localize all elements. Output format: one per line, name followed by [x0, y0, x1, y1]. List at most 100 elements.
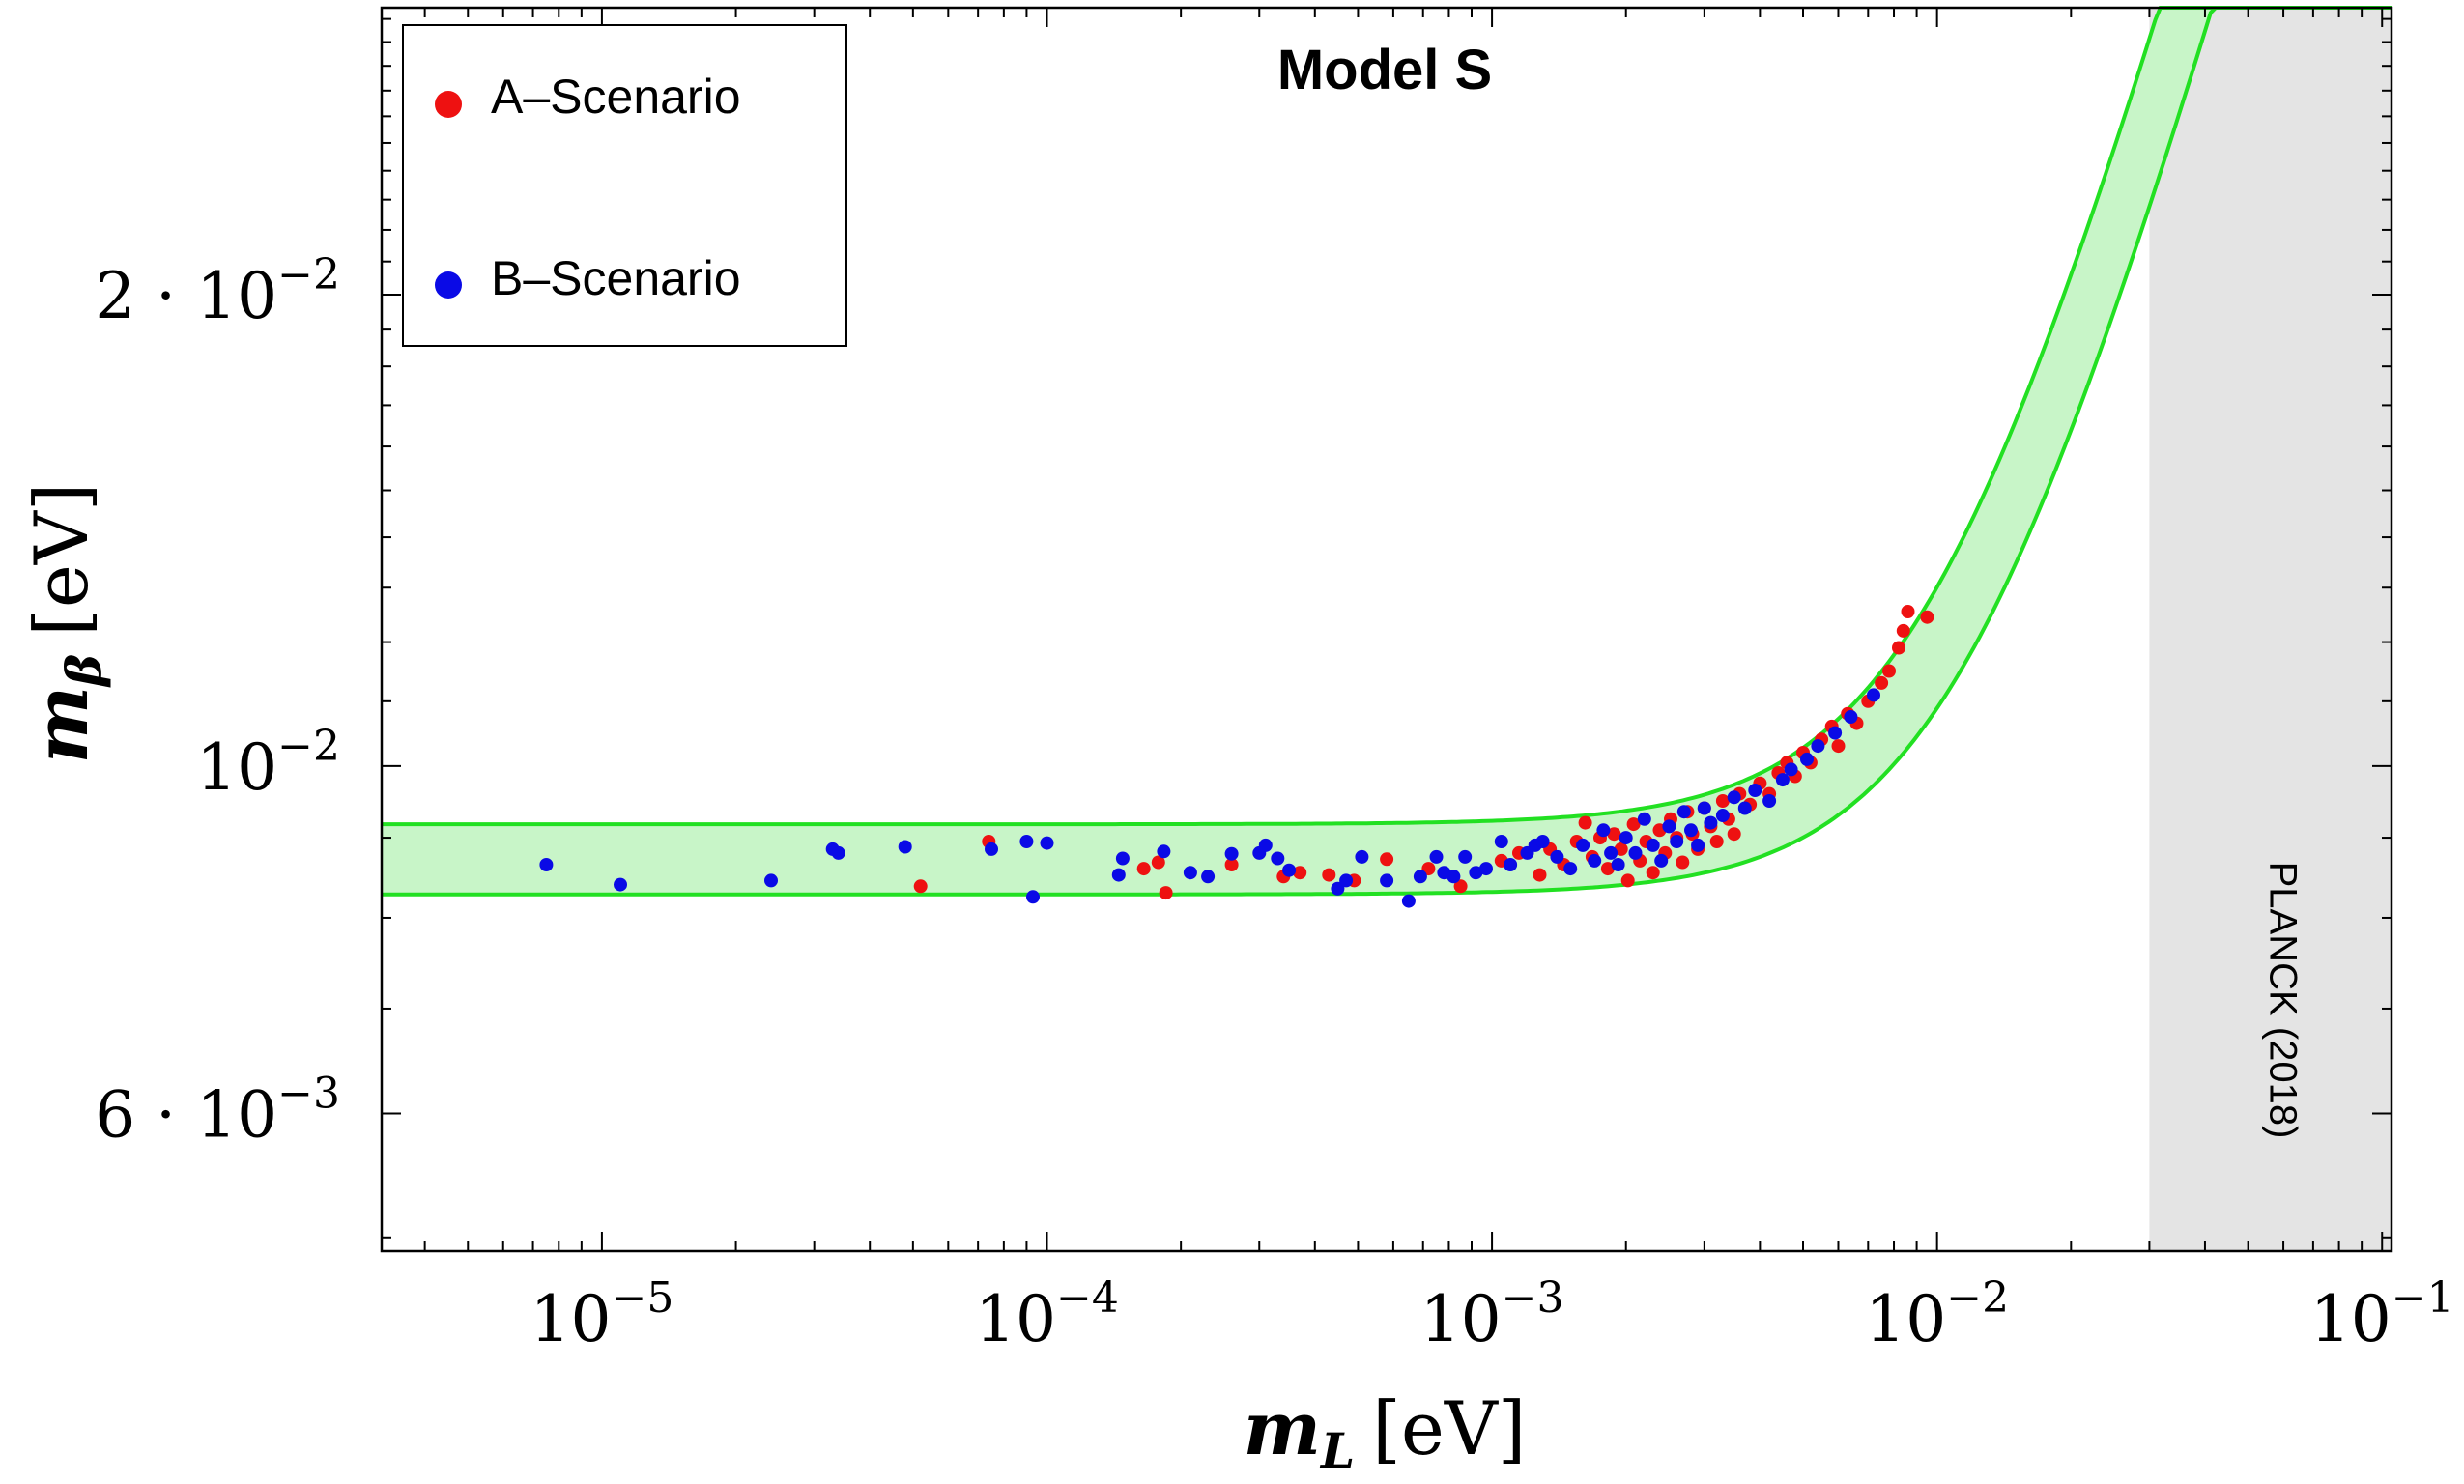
point-b-scenario	[1115, 851, 1130, 866]
point-b-scenario	[1458, 849, 1473, 864]
legend-box	[402, 24, 847, 347]
point-b-scenario	[1588, 853, 1602, 868]
y-axis-symbol: m	[18, 686, 104, 763]
point-a-scenario	[1646, 866, 1660, 880]
point-b-scenario	[1737, 801, 1752, 815]
y-tick-label: 10−2	[196, 722, 340, 805]
point-b-scenario	[1479, 862, 1493, 876]
point-b-scenario	[1654, 853, 1669, 868]
point-b-scenario	[1504, 858, 1518, 871]
x-tick-label-base: 10	[1865, 1282, 1946, 1356]
y-tick-label: 2 · 10−2	[95, 250, 340, 333]
point-a-scenario	[1293, 866, 1307, 880]
point-a-scenario	[1620, 873, 1635, 888]
point-b-scenario	[1258, 838, 1273, 852]
point-a-scenario	[1727, 827, 1741, 842]
point-b-scenario	[614, 877, 627, 892]
point-b-scenario	[1844, 710, 1858, 724]
point-b-scenario	[1413, 870, 1427, 884]
axis-ticks	[382, 8, 2392, 1251]
x-axis-label: mL [eV]	[1244, 1385, 1527, 1479]
x-tick-label-exponent: −1	[2392, 1273, 2454, 1323]
point-b-scenario	[1762, 794, 1777, 808]
point-a-scenario	[1533, 868, 1547, 882]
point-b-scenario	[1704, 815, 1718, 830]
point-b-scenario	[1494, 835, 1508, 848]
legend: A–Scenario B–Scenario	[402, 24, 847, 347]
x-tick-label: 10−4	[975, 1273, 1119, 1356]
point-b-scenario	[1662, 819, 1676, 834]
point-b-scenario	[1867, 688, 1880, 702]
point-b-scenario	[1611, 858, 1625, 871]
point-b-scenario	[1811, 739, 1825, 754]
point-b-scenario	[831, 845, 845, 860]
point-b-scenario	[1429, 849, 1444, 864]
point-b-scenario	[1469, 866, 1483, 880]
point-b-scenario	[1676, 805, 1691, 819]
point-b-scenario	[1380, 873, 1394, 888]
point-b-scenario	[1646, 838, 1660, 852]
point-a-scenario	[1151, 855, 1165, 870]
point-b-scenario	[1727, 790, 1741, 805]
point-a-scenario	[1901, 605, 1915, 618]
x-tick-label-exponent: −5	[611, 1273, 673, 1323]
point-a-scenario	[1626, 817, 1641, 832]
point-b-scenario	[1563, 862, 1578, 876]
point-b-scenario	[1670, 835, 1684, 848]
point-a-scenario	[1453, 879, 1468, 894]
legend-marker-a	[435, 91, 462, 118]
legend-marker-b	[435, 271, 462, 299]
point-a-scenario	[1882, 664, 1896, 678]
x-tick-label-base: 10	[2310, 1282, 2392, 1356]
point-b-scenario	[1201, 870, 1216, 884]
point-a-scenario	[1709, 835, 1724, 848]
y-tick-label: 6 · 10−3	[95, 1069, 340, 1152]
point-b-scenario	[1596, 823, 1611, 838]
band-lower-curve	[382, 6, 2392, 897]
x-axis-subscript: L	[1319, 1422, 1355, 1479]
point-b-scenario	[1828, 726, 1843, 740]
point-b-scenario	[1026, 890, 1040, 904]
point-b-scenario	[1339, 873, 1354, 888]
point-a-scenario	[1224, 858, 1239, 871]
point-b-scenario	[1111, 868, 1126, 882]
point-b-scenario	[1775, 773, 1790, 787]
x-tick-label-exponent: −3	[1502, 1273, 1564, 1323]
point-b-scenario	[1619, 831, 1633, 845]
point-b-scenario	[1748, 784, 1762, 797]
point-b-scenario	[1535, 835, 1550, 848]
point-b-scenario	[898, 840, 912, 854]
x-tick-label: 10−1	[2310, 1273, 2454, 1356]
chart-title: Model S	[1277, 39, 1492, 101]
x-tick-label-base: 10	[975, 1282, 1056, 1356]
x-tick-label-exponent: −4	[1056, 1273, 1119, 1323]
y-tick-label-exponent: −2	[277, 722, 340, 771]
point-a-scenario	[1578, 815, 1592, 830]
point-b-scenario	[1183, 866, 1197, 880]
point-b-scenario	[1691, 838, 1705, 852]
x-tick-label-exponent: −2	[1946, 1273, 2009, 1323]
y-tick-label-mantissa: 2 ·	[95, 259, 196, 333]
point-a-scenario	[1380, 852, 1394, 867]
y-axis-label: mβ [eV]	[18, 483, 112, 764]
y-tick-label-exponent: −2	[277, 250, 340, 300]
point-a-scenario	[1896, 623, 1910, 638]
point-b-scenario	[1040, 836, 1054, 850]
point-a-scenario	[1715, 794, 1730, 808]
point-a-scenario	[1600, 862, 1615, 876]
legend-label-b: B–Scenario	[491, 251, 741, 305]
point-b-scenario	[1784, 762, 1798, 777]
point-b-scenario	[1224, 846, 1239, 861]
x-axis-symbol: m	[1244, 1385, 1321, 1471]
point-a-scenario	[1676, 855, 1690, 870]
y-tick-label-exponent: −3	[277, 1069, 340, 1118]
point-a-scenario	[1607, 827, 1621, 842]
x-tick-label: 10−3	[1420, 1273, 1564, 1356]
point-b-scenario	[1684, 823, 1698, 838]
point-b-scenario	[1637, 812, 1651, 826]
band-upper-curve	[382, 6, 2392, 827]
y-axis-unit: [eV]	[18, 483, 104, 637]
point-a-scenario	[1322, 868, 1336, 882]
scatter-points	[539, 605, 1934, 908]
